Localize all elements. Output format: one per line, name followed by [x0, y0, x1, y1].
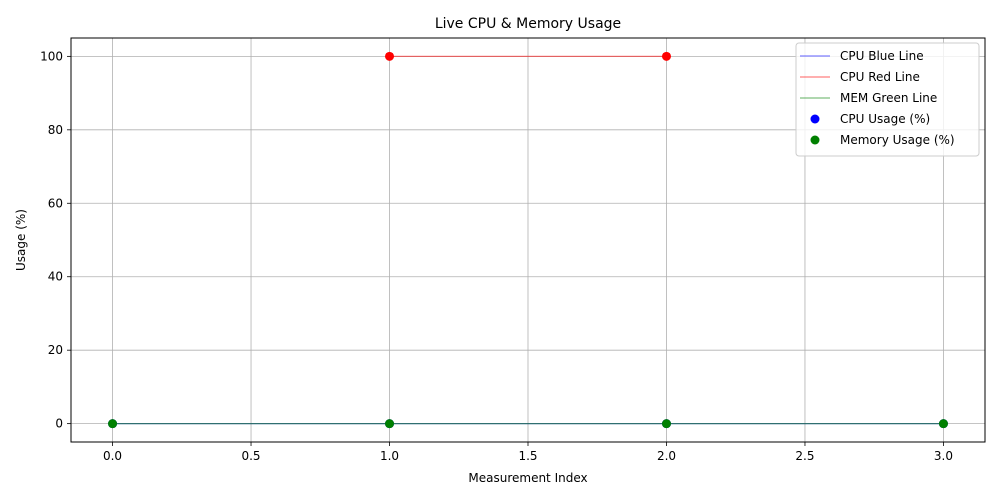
- legend-label: MEM Green Line: [840, 91, 937, 105]
- series-lines: [112, 55, 944, 425]
- y-axis-label: Usage (%): [14, 209, 28, 271]
- data-point: [108, 419, 118, 429]
- data-point: [385, 419, 395, 429]
- x-tick-label: 2.5: [795, 449, 814, 463]
- points: [108, 51, 948, 429]
- legend-label: CPU Usage (%): [840, 112, 930, 126]
- data-point: [385, 51, 395, 61]
- legend: CPU Blue Line CPU Red Line MEM Green Line C…: [795, 42, 980, 157]
- y-tick-label: 0: [55, 417, 63, 431]
- data-point: [938, 419, 948, 429]
- y-tick-label: 100: [40, 49, 63, 63]
- data-point: [661, 51, 671, 61]
- y-tick-label: 20: [48, 343, 63, 357]
- x-tick-label: 2.0: [657, 449, 676, 463]
- x-tick-label: 0.5: [241, 449, 260, 463]
- legend-marker-swatch: [810, 114, 820, 124]
- x-tick-label: 1.0: [380, 449, 399, 463]
- y-axis: 0 20 40 60 80 100: [40, 49, 71, 431]
- x-tick-label: 0.0: [103, 449, 122, 463]
- legend-label: Memory Usage (%): [840, 133, 955, 147]
- x-axis: 0.0 0.5 1.0 1.5 2.0 2.5 3.0: [103, 442, 953, 463]
- x-tick-label: 1.5: [518, 449, 537, 463]
- y-tick-label: 40: [48, 270, 63, 284]
- legend-marker-swatch: [810, 135, 820, 145]
- y-tick-label: 60: [48, 196, 63, 210]
- chart-title: Live CPU & Memory Usage: [435, 16, 621, 32]
- legend-label: CPU Blue Line: [840, 49, 924, 63]
- legend-box: [795, 42, 980, 157]
- data-point: [661, 419, 671, 429]
- x-axis-label: Measurement Index: [468, 471, 587, 485]
- y-tick-label: 80: [48, 123, 63, 137]
- legend-label: CPU Red Line: [840, 70, 920, 84]
- x-tick-label: 3.0: [934, 449, 953, 463]
